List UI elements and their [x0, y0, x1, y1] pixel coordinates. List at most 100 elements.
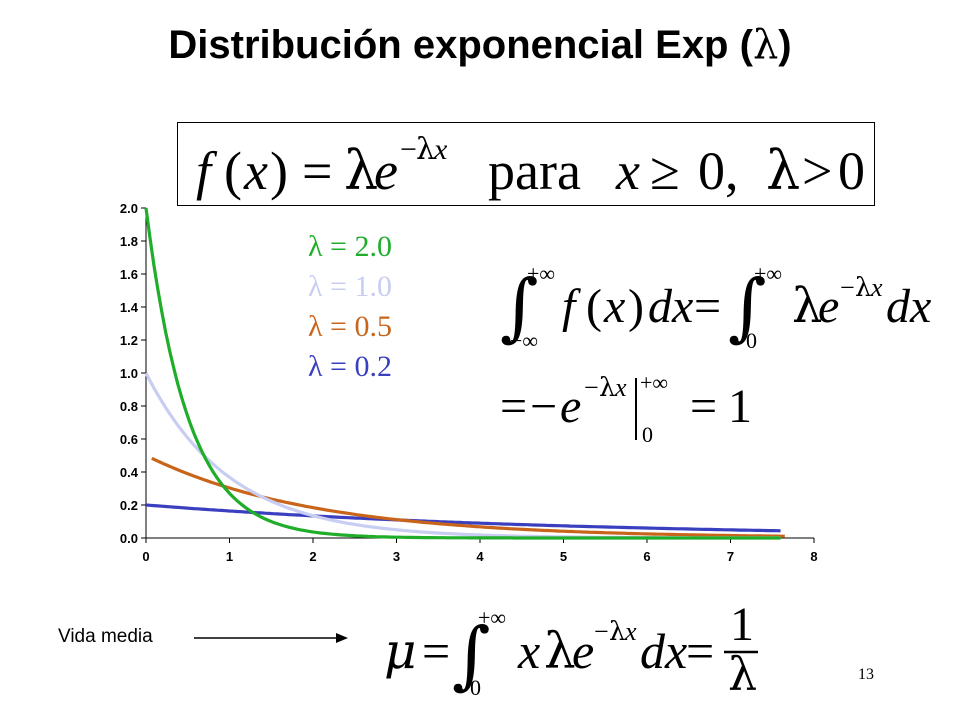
- slide-title: Distribución exponencial Exp (λ): [0, 22, 960, 68]
- y-tick-label: 1.2: [120, 333, 138, 348]
- svg-text:0,: 0,: [698, 141, 739, 201]
- y-tick-label: 0.6: [120, 432, 138, 447]
- svg-text:x: x: [624, 617, 637, 646]
- page-number: 13: [858, 666, 874, 683]
- y-tick-label: 0.2: [120, 498, 138, 513]
- svg-text:>: >: [802, 141, 832, 201]
- svg-text:): ): [628, 280, 644, 333]
- svg-text:λ: λ: [766, 139, 800, 202]
- svg-text:=: =: [694, 280, 721, 333]
- svg-text:0: 0: [746, 328, 757, 353]
- chart-series: [144, 207, 785, 540]
- x-tick-label: 7: [727, 549, 734, 564]
- legend-entry: λ = 1.0: [308, 270, 392, 303]
- svg-text:≥: ≥: [650, 141, 680, 201]
- integral-result-equation: = − e − λ x +∞ 0 = 1: [500, 370, 752, 447]
- svg-text:=: =: [500, 380, 527, 433]
- svg-text:x: x: [517, 623, 540, 679]
- y-tick-label: 0.8: [120, 399, 138, 414]
- svg-text:x: x: [243, 141, 268, 201]
- svg-text:e: e: [818, 280, 839, 333]
- svg-text:e: e: [572, 623, 594, 679]
- svg-text:x: x: [603, 280, 625, 333]
- y-tick-label: 1.4: [120, 300, 139, 315]
- y-tick-label: 0.0: [120, 531, 138, 546]
- svg-text:+∞: +∞: [527, 261, 555, 286]
- mean-label: Vida media: [58, 626, 153, 647]
- y-tick-label: 0.4: [120, 465, 139, 480]
- svg-text:e: e: [560, 380, 581, 433]
- svg-text:−: −: [584, 373, 599, 402]
- slide-title-text: Distribución exponencial Exp (: [168, 23, 753, 67]
- y-tick-label: 1.0: [120, 366, 138, 381]
- svg-text:−: −: [400, 133, 417, 166]
- legend-entry: λ = 0.2: [308, 350, 392, 383]
- svg-text:−: −: [594, 617, 609, 646]
- svg-text:λ: λ: [609, 617, 625, 647]
- x-tick-label: 1: [226, 549, 233, 564]
- y-tick-label: 1.6: [120, 267, 138, 282]
- pdf-formula: f ( x ) = λ e − λ x para x ≥ 0, λ > 0: [196, 132, 865, 202]
- svg-text:1: 1: [730, 598, 754, 651]
- svg-text:λ: λ: [792, 278, 822, 334]
- svg-text:x: x: [433, 133, 448, 166]
- svg-text:(: (: [586, 280, 602, 333]
- svg-text:λ: λ: [855, 273, 871, 303]
- chart-axes: 0.0 0.2 0.4 0.6 0.8 1.0 1.2 1.4 1.6 1.8 2.0 0 1 2 3 4 5 6…: [120, 201, 818, 564]
- svg-text:=: =: [686, 623, 714, 679]
- svg-text:dx: dx: [640, 623, 687, 679]
- x-tick-label: 4: [476, 549, 484, 564]
- slide-title-lambda: λ: [752, 22, 779, 68]
- x-tick-label: 6: [643, 549, 650, 564]
- svg-text:0: 0: [838, 141, 865, 201]
- svg-text:+∞: +∞: [478, 605, 506, 630]
- legend-entry: λ = 2.0: [308, 230, 392, 263]
- svg-text:(: (: [224, 141, 242, 201]
- svg-text:−: −: [840, 273, 855, 302]
- svg-text:λ: λ: [416, 132, 435, 167]
- svg-text:=: =: [302, 141, 332, 201]
- chart-legend: λ = 2.0 λ = 1.0 λ = 0.5 λ = 0.2: [308, 230, 392, 383]
- pdf-formula-box: f ( x ) = λ e − λ x para x ≥ 0, λ > 0: [177, 122, 875, 206]
- svg-text:∫: ∫: [452, 612, 491, 698]
- mean-arrow: [194, 633, 348, 643]
- x-tick-label: 3: [393, 549, 400, 564]
- svg-text:μ: μ: [384, 622, 417, 680]
- mean-equation: μ = ∫ +∞ 0 x λ e − λ x dx = 1 λ: [384, 598, 758, 701]
- svg-text:∫: ∫: [500, 264, 539, 350]
- svg-text:x: x: [614, 373, 627, 402]
- svg-text:−∞: −∞: [510, 328, 538, 353]
- svg-text:=: =: [690, 380, 717, 433]
- svg-text:f: f: [562, 280, 581, 333]
- svg-text:λ: λ: [544, 622, 576, 680]
- svg-text:0: 0: [642, 422, 653, 447]
- x-tick-label: 8: [810, 549, 817, 564]
- svg-text:λ: λ: [344, 139, 378, 202]
- svg-text:dx: dx: [886, 280, 931, 333]
- svg-text:=: =: [422, 623, 450, 679]
- series-line-lambda-2: [144, 207, 781, 540]
- integral-equation: ∫ +∞ −∞ f ( x ) dx = ∫ +∞ 0 λ e − λ x dx: [500, 261, 931, 353]
- svg-text:para: para: [488, 141, 581, 201]
- x-tick-label: 5: [560, 549, 567, 564]
- legend-entry: λ = 0.5: [308, 310, 392, 343]
- svg-text:x: x: [870, 273, 883, 302]
- svg-text:λ: λ: [728, 647, 757, 701]
- y-tick-label: 2.0: [120, 201, 138, 216]
- svg-text:dx: dx: [648, 280, 693, 333]
- svg-text:x: x: [615, 141, 640, 201]
- x-tick-label: 2: [309, 549, 316, 564]
- svg-text:+∞: +∞: [754, 261, 782, 286]
- x-tick-label: 0: [142, 549, 149, 564]
- svg-text:0: 0: [470, 675, 481, 700]
- svg-text:+∞: +∞: [640, 370, 668, 395]
- svg-text:e: e: [374, 141, 398, 201]
- svg-text:1: 1: [728, 380, 752, 433]
- y-tick-label: 1.8: [120, 234, 138, 249]
- svg-text:−: −: [530, 380, 557, 433]
- svg-text:): ): [270, 141, 288, 201]
- svg-text:λ: λ: [599, 373, 615, 403]
- svg-text:∫: ∫: [728, 264, 767, 350]
